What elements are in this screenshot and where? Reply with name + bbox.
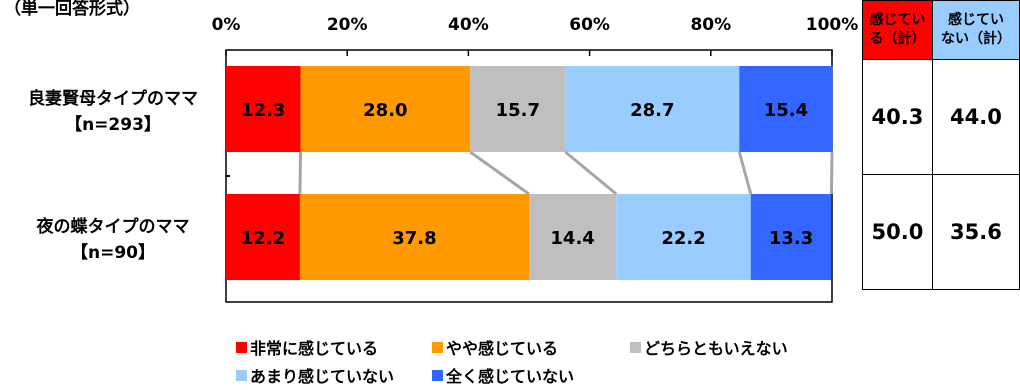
summary-header-feel: 感じてい る（計） bbox=[862, 0, 933, 60]
legend-swatch bbox=[236, 341, 247, 353]
bar-segment bbox=[750, 194, 832, 280]
x-tick-label: 80% bbox=[690, 15, 731, 35]
category-sample-size: 【n=90】 bbox=[71, 242, 155, 263]
data-label: 22.2 bbox=[661, 228, 705, 249]
summary-cell: 44.0 bbox=[931, 59, 1020, 175]
summary-row-ryosai: 40.3 44.0 bbox=[862, 59, 1020, 175]
bar-segment bbox=[529, 194, 617, 280]
data-label: 15.4 bbox=[764, 100, 808, 121]
x-tick-label: 0% bbox=[212, 15, 241, 35]
chart-caption: （単一回答形式） bbox=[4, 0, 140, 19]
legend-label: 非常に感じている bbox=[250, 339, 379, 358]
bar-segment bbox=[300, 66, 471, 152]
x-tick-label: 100% bbox=[806, 15, 859, 35]
category-label: 夜の蝶タイプのママ bbox=[36, 216, 190, 237]
data-label: 13.3 bbox=[769, 228, 813, 249]
bar-segment bbox=[565, 66, 740, 152]
bar-segment bbox=[226, 66, 301, 152]
x-tick-label: 20% bbox=[327, 15, 368, 35]
summary-cell: 50.0 bbox=[862, 174, 933, 290]
legend-item-not-at-all: 全く感じていない bbox=[432, 363, 574, 387]
legend-item-somewhat: やや感じている bbox=[432, 335, 558, 359]
bar-segment bbox=[226, 194, 300, 280]
legend-label: やや感じている bbox=[446, 339, 559, 358]
data-label: 12.2 bbox=[241, 228, 285, 249]
bar-segment bbox=[470, 66, 566, 152]
connector-line bbox=[737, 151, 753, 195]
summary-header-row: 感じてい る（計） 感じてい ない（計） bbox=[862, 0, 1020, 60]
legend-item-very: 非常に感じている bbox=[236, 335, 378, 359]
summary-row-yorunochou: 50.0 35.6 bbox=[862, 174, 1020, 290]
data-label: 37.8 bbox=[392, 228, 436, 249]
legend-swatch bbox=[432, 369, 443, 381]
category-sample-size: 【n=293】 bbox=[65, 114, 161, 135]
summary-header-not-feel: 感じてい ない（計） bbox=[931, 0, 1020, 60]
data-label: 15.7 bbox=[496, 100, 540, 121]
connector-line bbox=[829, 151, 834, 195]
summary-cell: 40.3 bbox=[862, 59, 933, 175]
stacked-bar-chart: 0% 20% 40% 60% 80% 100% 12.3 28.0 15.7 28.7 15.4 12… bbox=[28, 15, 859, 303]
data-label: 28.7 bbox=[630, 100, 674, 121]
data-label: 12.3 bbox=[241, 100, 285, 121]
legend-label: 全く感じていない bbox=[446, 367, 575, 386]
x-tick-label: 40% bbox=[448, 15, 489, 35]
bar-segment bbox=[299, 194, 529, 280]
summary-header-feel-text: 感じてい る（計） bbox=[869, 12, 926, 47]
data-label: 28.0 bbox=[363, 100, 407, 121]
summary-table: 感じてい る（計） 感じてい ない（計） 40.3 44.0 50.0 35.6 bbox=[862, 0, 1020, 290]
legend-label: どちらともいえない bbox=[644, 339, 788, 358]
connector-line bbox=[469, 150, 530, 196]
legend-label: あまり感じていない bbox=[250, 367, 395, 386]
summary-header-not-feel-text: 感じてい ない（計） bbox=[940, 12, 1011, 47]
legend-item-not-much: あまり感じていない bbox=[236, 363, 394, 387]
legend-item-neutral: どちらともいえない bbox=[630, 335, 788, 359]
bar-segment bbox=[739, 66, 833, 152]
data-label: 14.4 bbox=[550, 228, 594, 249]
category-label: 良妻賢母タイプのママ bbox=[28, 88, 198, 109]
connector-line bbox=[564, 150, 618, 196]
legend-swatch bbox=[236, 369, 247, 381]
x-tick-label: 60% bbox=[569, 15, 610, 35]
summary-cell: 35.6 bbox=[931, 174, 1020, 290]
bar-segment bbox=[616, 194, 751, 280]
legend-swatch bbox=[432, 341, 443, 353]
legend-swatch bbox=[630, 341, 641, 353]
connector-line bbox=[298, 151, 303, 195]
